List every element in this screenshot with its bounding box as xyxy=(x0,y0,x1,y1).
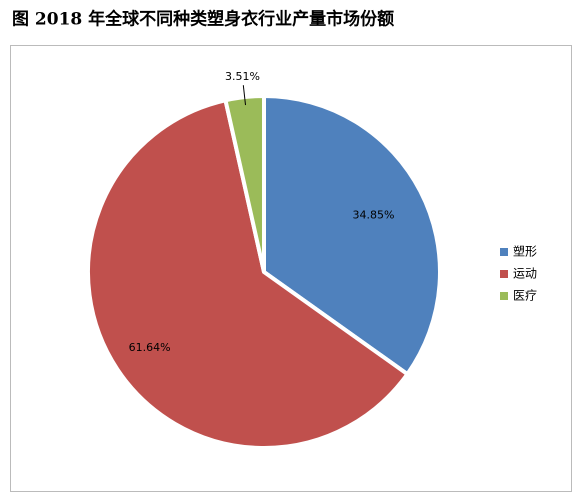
pie-slice xyxy=(86,97,411,450)
data-label: 3.51% xyxy=(225,70,260,83)
legend-label: 运动 xyxy=(513,267,537,281)
pie-slice xyxy=(262,93,442,377)
data-label: 61.64% xyxy=(129,341,171,354)
legend-swatch xyxy=(500,292,508,300)
chart-title: 图 2018 年全球不同种类塑身衣行业产量市场份额 xyxy=(12,9,394,30)
chart-frame xyxy=(10,45,572,492)
legend-label: 医疗 xyxy=(513,289,537,303)
legend-swatch xyxy=(500,270,508,278)
legend-swatch xyxy=(500,248,508,256)
legend-label: 塑形 xyxy=(513,244,537,259)
data-label: 34.85% xyxy=(353,209,395,222)
leader-line xyxy=(242,85,247,106)
